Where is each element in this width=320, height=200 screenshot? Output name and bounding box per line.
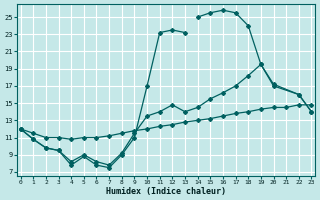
X-axis label: Humidex (Indice chaleur): Humidex (Indice chaleur) bbox=[106, 187, 226, 196]
